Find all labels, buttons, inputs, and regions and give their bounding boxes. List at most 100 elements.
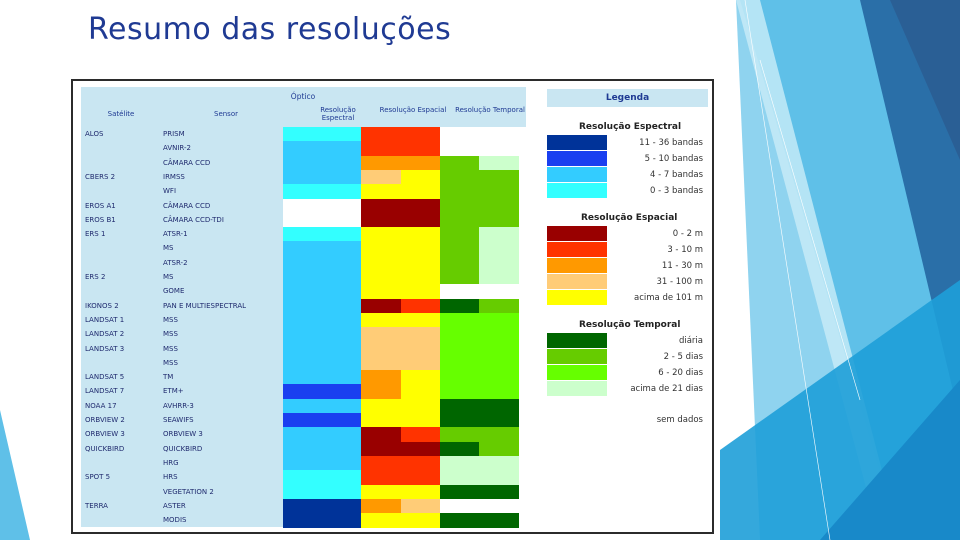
temporal-resolution-cell — [440, 327, 519, 342]
satellite-name: LANDSAT 5 — [85, 373, 125, 382]
spatial-resolution-cell — [400, 427, 441, 443]
spatial-resolution-cell — [400, 370, 441, 385]
legend-label: 6 - 20 dias — [658, 368, 703, 378]
spectral-resolution-cell — [283, 355, 362, 371]
temporal-resolution-cell — [440, 155, 480, 171]
legend-swatch — [547, 167, 607, 182]
legend-label: 0 - 2 m — [672, 229, 703, 239]
spectral-resolution-cell — [283, 441, 362, 457]
sensor-name: GOME — [163, 287, 185, 296]
sensor-name: ASTER — [163, 501, 186, 510]
spatial-resolution-cell — [361, 255, 441, 271]
legend-swatch — [547, 226, 607, 241]
legend-swatch — [547, 242, 607, 257]
spatial-resolution-cell — [400, 498, 441, 514]
temporal-resolution-cell — [440, 127, 519, 142]
spatial-resolution-cell — [361, 184, 441, 199]
temporal-resolution-cell — [440, 384, 519, 400]
legend-label: acima de 101 m — [634, 293, 703, 303]
spectral-resolution-cell — [283, 169, 362, 185]
legend-label: 2 - 5 dias — [663, 352, 703, 362]
spectral-resolution-cell — [283, 155, 362, 171]
spatial-resolution-cell — [361, 298, 401, 314]
temporal-resolution-cell — [440, 298, 480, 314]
satellite-name: ALOS — [85, 130, 104, 138]
sensor-name: SEAWIFS — [163, 416, 194, 424]
spatial-resolution-cell — [361, 384, 401, 400]
temporal-resolution-cell — [440, 355, 519, 371]
sensor-name: CÂMARA CCD — [163, 158, 211, 167]
spectral-resolution-cell — [283, 513, 362, 528]
spatial-resolution-cell — [400, 169, 441, 185]
temporal-resolution-cell — [440, 427, 519, 443]
satellite-name: ORBVIEW 2 — [85, 416, 125, 424]
label-column-background — [81, 127, 291, 528]
spectral-resolution-cell — [283, 484, 362, 500]
temporal-resolution-cell — [440, 227, 480, 242]
spatial-resolution-cell — [400, 384, 441, 400]
satellite-name: NOAA 17 — [85, 401, 117, 410]
legend-label: 31 - 100 m — [656, 277, 704, 287]
spectral-resolution-cell — [283, 284, 362, 300]
legend-none-label: sem dados — [656, 415, 703, 425]
sensor-name: QUICKBIRD — [163, 444, 203, 453]
satellite-name: EROS A1 — [85, 201, 116, 210]
spectral-resolution-cell — [283, 470, 362, 485]
spatial-resolution-cell — [361, 355, 441, 371]
satellite-name: SPOT 5 — [85, 473, 111, 482]
spatial-resolution-cell — [361, 169, 401, 185]
legend-swatch — [547, 290, 607, 305]
spectral-resolution-cell — [283, 241, 362, 257]
legend-swatch — [547, 183, 607, 198]
spatial-resolution-cell — [361, 513, 441, 528]
temporal-resolution-cell — [479, 270, 519, 285]
sensor-name: ATSR-2 — [163, 258, 188, 267]
resolution-summary-table: Óptico Satélite Sensor Resolução Espectr… — [71, 79, 714, 534]
spectral-resolution-cell — [283, 212, 362, 228]
spatial-resolution-cell — [361, 441, 441, 457]
sensor-name: MSS — [163, 344, 178, 353]
temporal-resolution-cell — [440, 198, 519, 214]
spectral-resolution-cell — [283, 227, 362, 242]
spectral-resolution-cell — [283, 270, 362, 285]
spatial-resolution-cell — [361, 427, 401, 443]
legend-swatch — [547, 349, 607, 364]
temporal-resolution-cell — [440, 470, 519, 485]
satellite-name: IKONOS 2 — [85, 301, 119, 310]
spectral-resolution-cell — [283, 384, 362, 400]
temporal-resolution-cell — [440, 441, 480, 457]
temporal-resolution-cell — [440, 455, 519, 471]
sensor-name: ORBVIEW 3 — [163, 430, 203, 439]
temporal-resolution-cell — [440, 370, 519, 385]
sensor-name: PAN E MULTIESPECTRAL — [163, 301, 247, 310]
sensor-name: ETM+ — [163, 387, 184, 396]
temporal-resolution-cell — [440, 184, 519, 199]
legend-swatch — [547, 365, 607, 380]
sensor-name: CÂMARA CCD-TDI — [163, 215, 224, 224]
spectral-resolution-cell — [283, 413, 362, 428]
spectral-resolution-cell — [283, 141, 362, 157]
legend-label: acima de 21 dias — [630, 384, 703, 394]
spectral-resolution-cell — [283, 427, 362, 443]
temporal-resolution-cell — [479, 227, 519, 242]
sensor-name: HRS — [163, 473, 178, 482]
spatial-resolution-cell — [361, 141, 441, 157]
header-temporal: Resolução Temporal — [455, 106, 525, 114]
legend-swatch — [547, 381, 607, 396]
temporal-resolution-cell — [479, 441, 519, 457]
spectral-resolution-cell — [283, 312, 362, 328]
satellite-name: ERS 2 — [85, 273, 106, 281]
legend-label: 0 - 3 bandas — [649, 186, 703, 196]
spectral-resolution-cell — [283, 255, 362, 271]
spectral-resolution-cell — [283, 498, 362, 514]
satellite-name: CBERS 2 — [85, 172, 116, 181]
sensor-name: HRG — [163, 458, 179, 467]
spatial-resolution-cell — [361, 370, 401, 385]
sensor-name: AVHRR-3 — [163, 401, 194, 410]
sensor-name: MS — [163, 244, 174, 253]
spatial-resolution-cell — [361, 198, 441, 214]
header-spectral: Resolução Espectral — [320, 106, 356, 122]
spectral-resolution-cell — [283, 327, 362, 342]
legend-label: 11 - 36 bandas — [639, 138, 703, 148]
sensor-name: TM — [163, 373, 174, 382]
